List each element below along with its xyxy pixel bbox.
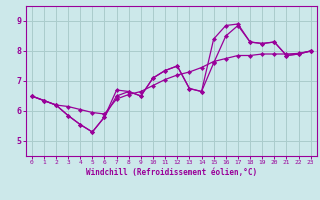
- X-axis label: Windchill (Refroidissement éolien,°C): Windchill (Refroidissement éolien,°C): [86, 168, 257, 177]
